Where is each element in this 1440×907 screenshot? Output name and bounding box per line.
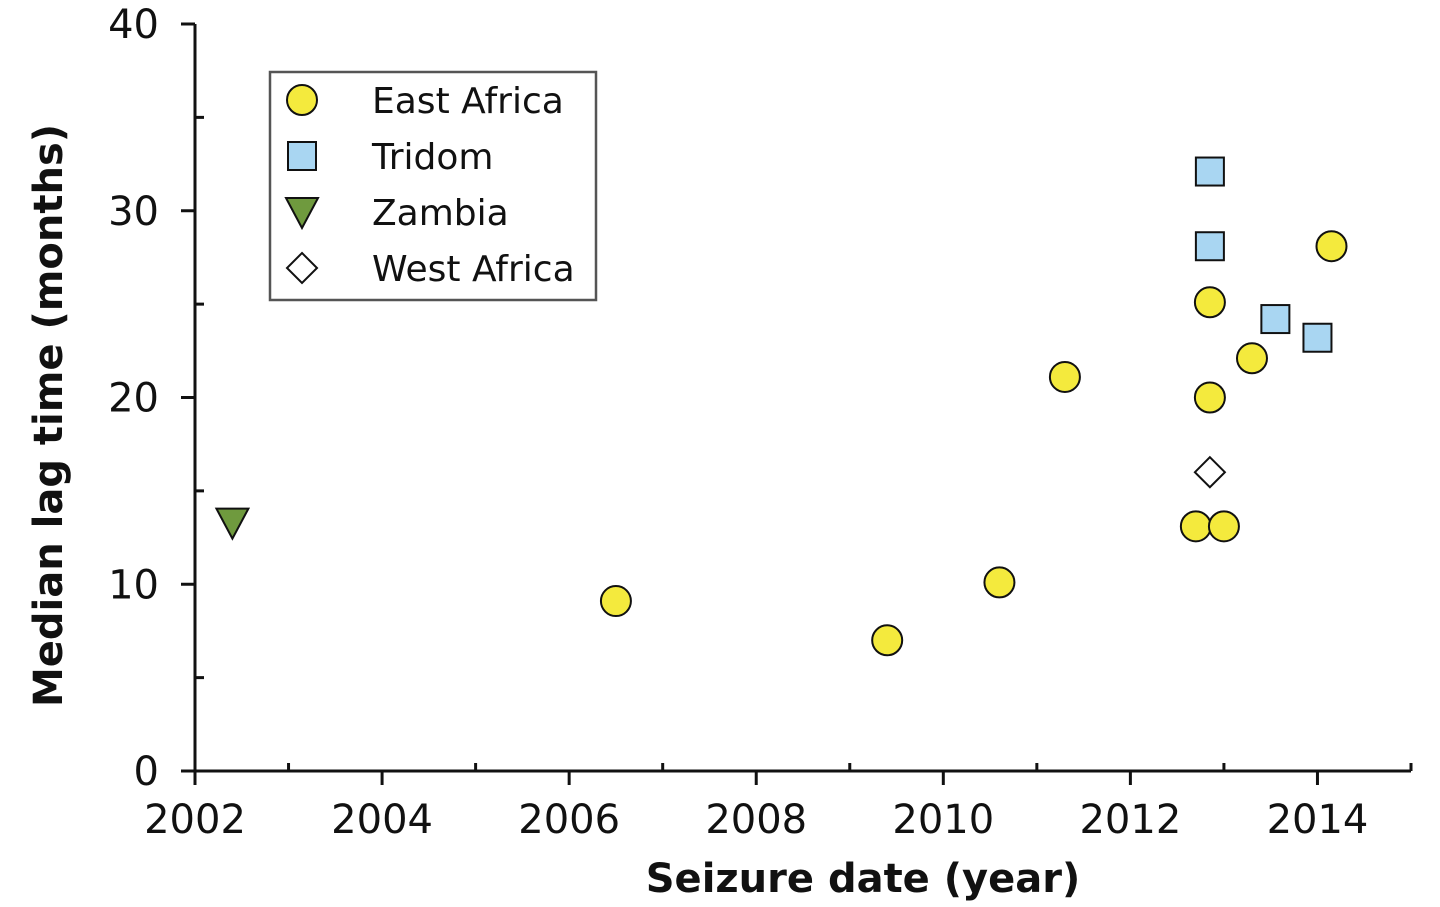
data-point-west-africa [1193, 455, 1227, 489]
y-tick-label: 10 [108, 562, 159, 608]
data-point-east-africa [1235, 342, 1268, 375]
data-points [214, 156, 1348, 657]
legend-label-east-africa: East Africa [372, 81, 564, 122]
x-tick-label: 2014 [1267, 797, 1369, 843]
data-point-zambia [214, 507, 251, 541]
legend-marker-zambia [284, 197, 320, 231]
data-point-east-africa [1179, 510, 1212, 543]
data-point-tridom [1194, 156, 1225, 187]
legend-box [268, 70, 598, 302]
data-point-tridom [1194, 231, 1225, 262]
data-point-tridom [1260, 304, 1291, 335]
y-tick-label: 30 [108, 189, 159, 235]
x-tick-label: 2002 [144, 797, 246, 843]
data-point-east-africa [1207, 510, 1240, 543]
legend-marker-east-africa [286, 84, 318, 116]
data-point-east-africa [983, 566, 1016, 599]
data-point-east-africa [599, 585, 632, 618]
y-axis-title: Median lag time (months) [26, 124, 72, 707]
legend-marker-tridom [287, 141, 317, 171]
tick-labels: 2002 2004 2006 2008 2010 2012 2014 0 10 20 30 40 [108, 2, 1368, 843]
x-tick-label: 2012 [1079, 797, 1181, 843]
legend: East Africa Tridom Zambia West Africa [268, 70, 598, 302]
legend-label-west-africa: West Africa [372, 249, 575, 290]
y-tick-label: 40 [108, 2, 159, 48]
x-tick-label: 2008 [705, 797, 807, 843]
y-tick-label: 0 [134, 749, 159, 795]
legend-label-tridom: Tridom [371, 137, 493, 178]
x-tick-label: 2010 [892, 797, 994, 843]
legend-label-zambia: Zambia [372, 193, 509, 234]
data-point-east-africa [1193, 286, 1226, 319]
data-point-east-africa [1048, 360, 1081, 393]
data-point-east-africa [1315, 230, 1348, 263]
y-tick-label: 20 [108, 376, 159, 422]
ticks [181, 22, 1413, 785]
data-point-east-africa [1193, 381, 1226, 414]
data-point-east-africa [871, 624, 904, 657]
x-axis-title: Seizure date (year) [646, 856, 1080, 902]
data-point-tridom [1302, 322, 1333, 353]
legend-marker-west-africa [285, 251, 319, 285]
x-tick-label: 2006 [518, 797, 620, 843]
x-tick-label: 2004 [331, 797, 433, 843]
